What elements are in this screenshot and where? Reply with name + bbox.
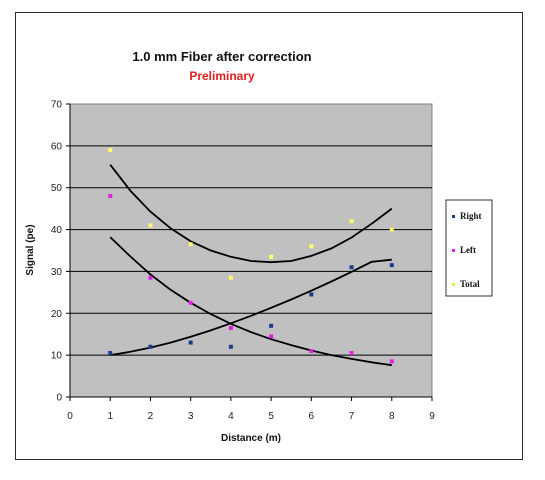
legend-label-right: Right: [460, 211, 482, 221]
point-total: [349, 219, 354, 224]
x-axis-label: Distance (m): [221, 433, 281, 444]
y-tick-label: 50: [51, 183, 63, 194]
x-tick-label: 4: [228, 411, 234, 422]
point-right: [228, 344, 233, 349]
x-tick-label: 8: [389, 411, 395, 422]
point-total: [228, 275, 233, 280]
x-tick-label: 6: [309, 411, 315, 422]
point-total: [188, 242, 193, 247]
x-tick-label: 7: [349, 411, 355, 422]
y-tick-label: 60: [51, 141, 63, 152]
point-left: [148, 275, 153, 280]
point-left: [349, 351, 354, 356]
data-points: [108, 148, 394, 364]
trendline-total: [109, 164, 393, 264]
point-left: [108, 194, 113, 199]
x-tick-label: 3: [188, 411, 194, 422]
axes: [66, 103, 433, 401]
legend-label-left: Left: [460, 245, 476, 255]
point-total: [108, 148, 113, 153]
point-right: [309, 292, 314, 297]
y-tick-label: 20: [51, 309, 63, 320]
trendline-left: [109, 236, 392, 367]
trendline-right: [110, 258, 392, 356]
y-tick-label: 30: [51, 267, 63, 278]
point-total: [269, 254, 274, 259]
y-tick-label: 0: [56, 393, 62, 404]
legend-label-total: Total: [460, 279, 480, 289]
point-left: [309, 348, 314, 353]
point-right: [148, 344, 153, 349]
point-right: [269, 323, 274, 328]
point-total: [148, 223, 153, 228]
y-tick-label: 10: [51, 351, 63, 362]
chart-subtitle: Preliminary: [189, 69, 255, 83]
point-total: [389, 227, 394, 232]
point-right: [389, 263, 394, 268]
point-left: [228, 325, 233, 330]
y-axis-label: Signal (pe): [25, 224, 36, 275]
chart-title: 1.0 mm Fiber after correction: [132, 49, 311, 64]
point-right: [349, 265, 354, 270]
x-tick-label: 0: [67, 411, 73, 422]
x-tick-label: 1: [107, 411, 113, 422]
x-tick-label: 9: [429, 411, 435, 422]
legend-marker-total: [452, 283, 455, 286]
legend: Right Left Total: [445, 199, 493, 297]
point-right: [108, 351, 113, 356]
legend-marker-left: [452, 249, 455, 252]
x-tick-label: 2: [148, 411, 154, 422]
y-tick-label: 70: [51, 100, 63, 111]
tick-labels: 0 10 20 30 40 50 60 70 0 1 2 3 4 5 6 7 8 9: [51, 100, 435, 423]
point-left: [269, 334, 274, 339]
point-total: [309, 244, 314, 249]
point-left: [188, 300, 193, 305]
point-left: [389, 359, 394, 364]
x-tick-label: 5: [268, 411, 274, 422]
plot-area: [69, 103, 433, 398]
grid-lines: [70, 145, 432, 356]
legend-marker-right: [452, 215, 455, 218]
y-tick-label: 40: [51, 225, 63, 236]
trend-lines: [109, 164, 393, 367]
point-right: [188, 340, 193, 345]
